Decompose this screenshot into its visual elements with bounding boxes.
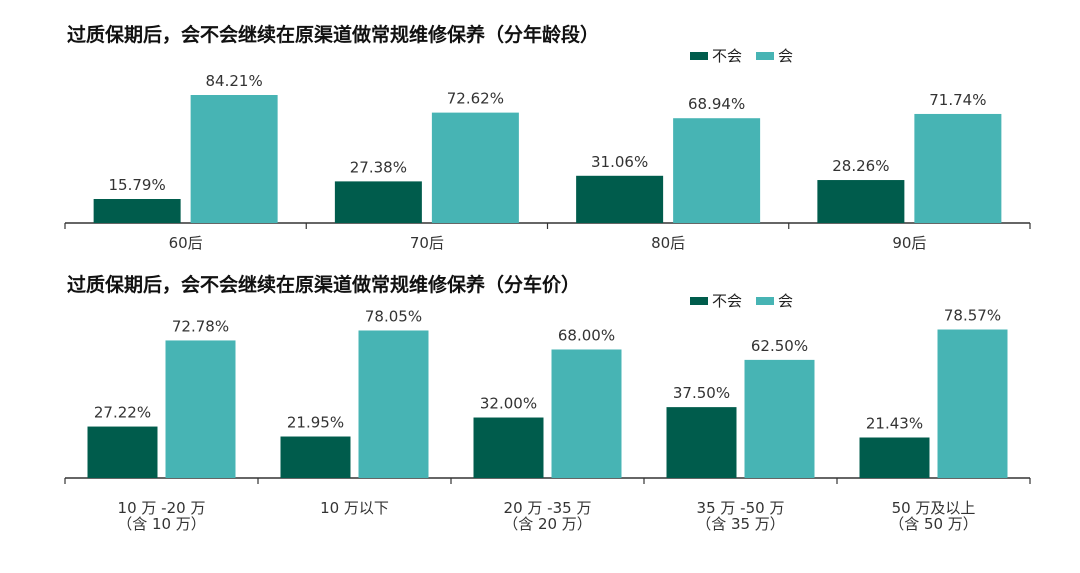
bar-no (473, 417, 544, 478)
data-label: 84.21% (206, 72, 263, 90)
data-label: 68.00% (558, 326, 615, 344)
bar-yes (165, 340, 236, 478)
category-label: 10 万 -20 万 (118, 499, 206, 517)
legend-label-yes: 会 (778, 47, 794, 65)
bar-no (666, 407, 737, 478)
bar-yes (673, 118, 761, 223)
bar-yes (551, 349, 622, 478)
category-label: （含 50 万） (889, 515, 978, 533)
data-label: 72.78% (172, 317, 229, 335)
bar-no (87, 426, 158, 478)
legend-swatch-no (690, 51, 708, 60)
category-label: （含 20 万） (503, 515, 592, 533)
category-label: 80后 (651, 234, 685, 252)
data-label: 27.22% (94, 404, 151, 422)
bar-no (334, 181, 422, 223)
bar-no (280, 436, 351, 478)
bar-no (576, 175, 664, 223)
data-label: 21.95% (287, 414, 344, 432)
category-label: （含 10 万） (117, 515, 206, 533)
chart-2-title: 过质保期后，会不会继续在原渠道做常规维修保养（分车价） (67, 274, 581, 296)
data-label: 15.79% (109, 176, 166, 194)
chart-1-legend: 不会 会 (690, 45, 807, 66)
chart-1-title: 过质保期后，会不会继续在原渠道做常规维修保养（分年龄段） (67, 24, 600, 46)
category-label: 50 万及以上 (892, 499, 976, 517)
category-label: 35 万 -50 万 (697, 499, 785, 517)
category-label: 70后 (410, 234, 444, 252)
bar-no (859, 437, 930, 478)
data-label: 28.26% (832, 157, 889, 175)
data-label: 37.50% (673, 384, 730, 402)
data-label: 68.94% (688, 95, 745, 113)
legend-label-yes: 会 (778, 292, 794, 310)
legend-swatch-yes (756, 296, 775, 305)
data-label: 62.50% (751, 337, 808, 355)
category-label: 20 万 -35 万 (504, 499, 592, 517)
category-label: 60后 (169, 234, 203, 252)
data-label: 31.06% (591, 153, 648, 171)
bar-yes (914, 113, 1002, 223)
bar-yes (431, 112, 519, 223)
category-label: （含 35 万） (696, 515, 785, 533)
data-label: 71.74% (929, 91, 986, 109)
category-label: 90后 (892, 234, 926, 252)
chart-2-legend: 不会 会 (690, 290, 807, 311)
bar-yes (358, 330, 429, 478)
data-label: 78.57% (944, 307, 1001, 325)
legend-label-no: 不会 (712, 292, 743, 310)
data-label: 27.38% (350, 158, 407, 176)
bar-yes (744, 359, 815, 478)
legend-swatch-no (690, 296, 708, 305)
bar-yes (937, 329, 1008, 478)
data-label: 72.62% (447, 90, 504, 108)
data-label: 78.05% (365, 307, 422, 325)
bar-no (817, 180, 905, 223)
bar-yes (190, 95, 278, 223)
bar-no (93, 198, 181, 223)
data-label: 21.43% (866, 414, 923, 432)
data-label: 32.00% (480, 395, 537, 413)
legend-label-no: 不会 (712, 47, 743, 65)
chart-1-age-group: 15.79% 84.21% 60后 27.38% 72.62% 70后 31.06% 68.9… (64, 72, 1031, 252)
category-label: 10 万以下 (320, 499, 389, 517)
legend-swatch-yes (756, 51, 775, 60)
